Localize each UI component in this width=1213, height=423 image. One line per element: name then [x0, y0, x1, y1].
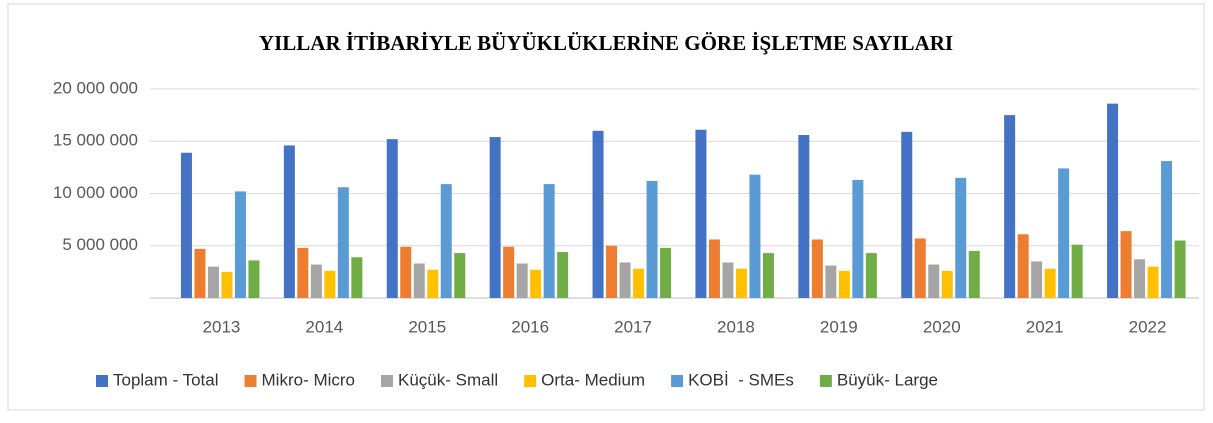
bar — [1147, 266, 1159, 298]
bar — [1044, 268, 1056, 298]
y-tick-label: 10 000 000 — [53, 183, 138, 202]
bar — [1107, 103, 1119, 298]
bar — [735, 268, 747, 298]
bar — [454, 253, 466, 298]
legend-swatch — [96, 375, 108, 387]
bar — [633, 268, 645, 298]
bar — [413, 263, 425, 298]
bar — [695, 129, 707, 298]
bar — [248, 260, 260, 298]
bar — [297, 247, 309, 298]
bar — [530, 269, 542, 298]
x-tick-label: 2015 — [408, 317, 446, 336]
legend-swatch — [671, 375, 684, 387]
bar — [968, 250, 980, 298]
bar — [1058, 168, 1070, 298]
bar — [1120, 231, 1132, 298]
bar — [386, 139, 398, 298]
bar — [234, 191, 246, 298]
legend-label: KOBİ - SMEs — [688, 370, 794, 389]
x-tick-label: 2018 — [717, 317, 755, 336]
bar — [914, 238, 926, 298]
bar — [400, 246, 412, 298]
bar — [543, 184, 555, 298]
bar — [440, 184, 452, 298]
bar — [798, 134, 810, 298]
bar — [1031, 261, 1043, 298]
legend-label: Küçük- Small — [398, 370, 498, 389]
bar — [1004, 115, 1016, 298]
bar — [221, 271, 233, 298]
chart-title: YILLAR İTİBARİYLE BÜYÜKLÜKLERİNE GÖRE İŞ… — [259, 31, 953, 55]
x-tick-label: 2020 — [923, 317, 961, 336]
bar — [351, 257, 363, 298]
legend-swatch — [524, 375, 537, 387]
bar — [838, 270, 850, 298]
bar — [516, 263, 528, 298]
bar — [852, 179, 864, 298]
bar — [427, 269, 439, 298]
x-tick-label: 2022 — [1129, 317, 1167, 336]
x-tick-label: 2019 — [820, 317, 858, 336]
legend-swatch — [819, 375, 832, 387]
bar — [1134, 259, 1146, 298]
bar — [708, 239, 720, 298]
bar — [941, 270, 953, 298]
bar — [194, 248, 206, 298]
legend-swatch — [381, 375, 394, 387]
x-tick-label: 2014 — [305, 317, 343, 336]
x-tick-label: 2013 — [203, 317, 241, 336]
bar — [955, 177, 967, 298]
bar — [825, 265, 837, 298]
bar — [592, 130, 604, 298]
bar — [489, 137, 501, 298]
x-tick-label: 2016 — [511, 317, 549, 336]
bar — [557, 252, 569, 298]
bar — [928, 264, 940, 298]
x-tick-label: 2017 — [614, 317, 652, 336]
legend-label: Mikro- Micro — [262, 370, 356, 389]
legend-swatch — [244, 375, 257, 387]
bar — [310, 264, 322, 298]
bar — [1017, 234, 1029, 298]
bar — [207, 266, 219, 298]
legend-label: Büyük- Large — [837, 370, 938, 389]
bar — [619, 262, 631, 298]
bar — [337, 187, 349, 298]
bar — [901, 131, 913, 298]
y-tick-label: 20 000 000 — [53, 78, 138, 97]
bar — [503, 246, 515, 298]
bar — [762, 253, 774, 298]
y-tick-label: 15 000 000 — [53, 131, 138, 150]
bar — [606, 245, 618, 298]
bar — [722, 262, 734, 298]
bar — [324, 270, 336, 298]
bar — [180, 152, 192, 298]
legend-label: Orta- Medium — [541, 370, 645, 389]
bar — [660, 247, 672, 298]
legend-label: Toplam - Total — [113, 370, 219, 389]
y-tick-label: 5 000 000 — [62, 235, 138, 254]
x-tick-label: 2021 — [1026, 317, 1064, 336]
bar — [811, 239, 823, 298]
bar — [1174, 240, 1186, 298]
bar — [865, 253, 877, 298]
bar — [1161, 161, 1173, 298]
bar — [646, 180, 658, 298]
bar — [749, 174, 761, 298]
bar — [283, 145, 295, 298]
bar — [1071, 244, 1083, 298]
